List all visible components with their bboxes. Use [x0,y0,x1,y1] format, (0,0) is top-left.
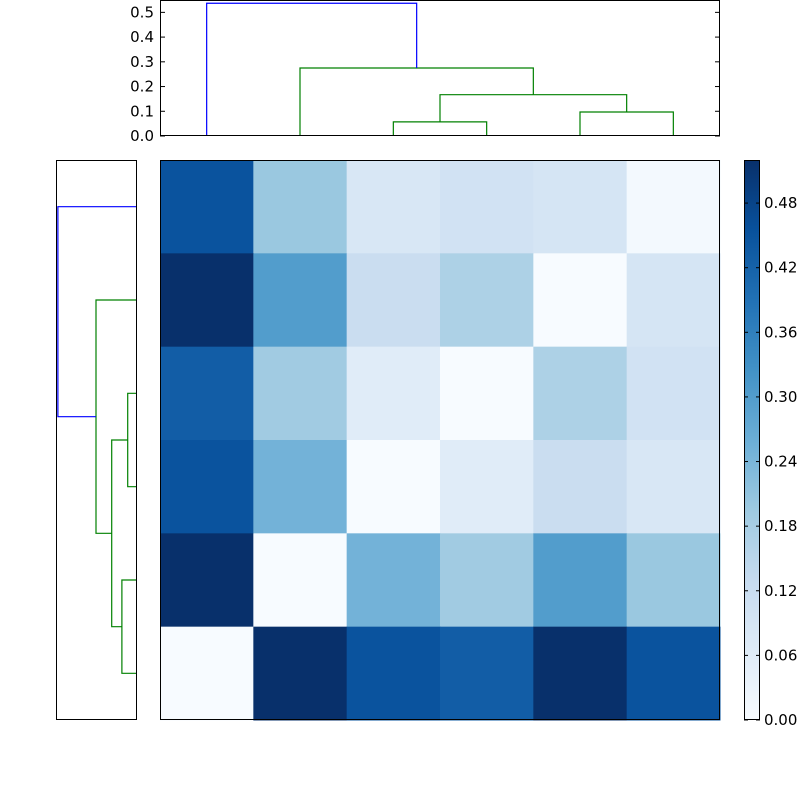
heatmap-cell [440,626,534,721]
heatmap-cell [346,626,441,721]
heatmap-cell [533,160,628,254]
colorbar-gradient [744,160,760,720]
colorbar-tick-label: 0.30 [764,388,797,406]
top-dendrogram-link [579,111,674,136]
heatmap-cell [346,160,441,254]
left-dendrogram-link [127,392,136,488]
left-dendrogram-link [95,299,136,534]
heatmap-cell [160,626,254,721]
colorbar-tick-label: 0.12 [764,582,797,600]
heatmap-cell [253,533,348,628]
left-dendrogram-link [121,579,136,674]
colorbar-tick-label: 0.00 [764,711,797,729]
heatmap [160,160,721,721]
heatmap-cell [160,253,254,348]
top-dendrogram-ytick-label: 0.5 [130,3,154,21]
heatmap-cell [626,346,721,441]
heatmap-cell [253,626,348,721]
top-dendrogram-ytick-label: 0.4 [130,28,154,46]
heatmap-cell [160,440,254,534]
top-dendrogram-frame [160,0,720,136]
left-dendrogram [56,160,137,720]
top-dendrogram-ytick-label: 0.0 [130,127,154,145]
colorbar-tick-label: 0.24 [764,453,797,471]
heatmap-cell [253,160,348,254]
colorbar-tick-label: 0.36 [764,323,797,341]
heatmap-cell [253,253,348,348]
colorbar-tick-label: 0.18 [764,517,797,535]
heatmap-cell [440,160,534,254]
colorbar-frame [744,160,760,720]
heatmap-cell [440,440,534,534]
heatmap-cell [533,626,628,721]
heatmap-cell [626,626,721,721]
heatmap-cell [346,253,441,348]
heatmap-cell [440,346,534,441]
top-dendrogram-link [299,67,534,136]
heatmap-cell [626,160,721,254]
left-dendrogram-frame [56,160,137,720]
heatmap-cell [626,440,721,534]
heatmap-cell [160,346,254,441]
colorbar-tick-label: 0.42 [764,259,797,277]
heatmap-cell [533,533,628,628]
top-dendrogram-link [439,94,628,122]
top-dendrogram-link [206,2,418,136]
top-dendrogram-link [392,121,488,136]
top-dendrogram-ytick-label: 0.2 [130,78,154,96]
heatmap-cell [160,533,254,628]
heatmap-frame [160,160,720,720]
top-dendrogram-ytick-label: 0.3 [130,53,154,71]
heatmap-cell [160,160,254,254]
heatmap-cell [346,533,441,628]
top-dendrogram: 0.0 0.1 0.2 0.3 0.4 0.5 [130,0,720,145]
heatmap-cell [346,346,441,441]
left-dendrogram-link [57,206,136,418]
heatmap-cell [533,253,628,348]
colorbar-tick-label: 0.48 [764,194,797,212]
heatmap-cell [440,533,534,628]
top-dendrogram-ytick-label: 0.1 [130,102,154,120]
heatmap-cell [626,533,721,628]
left-dendrogram-link [111,439,128,628]
colorbar-tick-label: 0.06 [764,646,797,664]
heatmap-cell [533,346,628,441]
heatmap-cell [253,440,348,534]
heatmap-cell [533,440,628,534]
heatmap-cell [440,253,534,348]
heatmap-cell [626,253,721,348]
colorbar: 0.00 0.06 0.12 0.18 0.24 0.30 0.36 0.42 0.48 [744,160,797,729]
heatmap-cell [346,440,441,534]
heatmap-cell [253,346,348,441]
